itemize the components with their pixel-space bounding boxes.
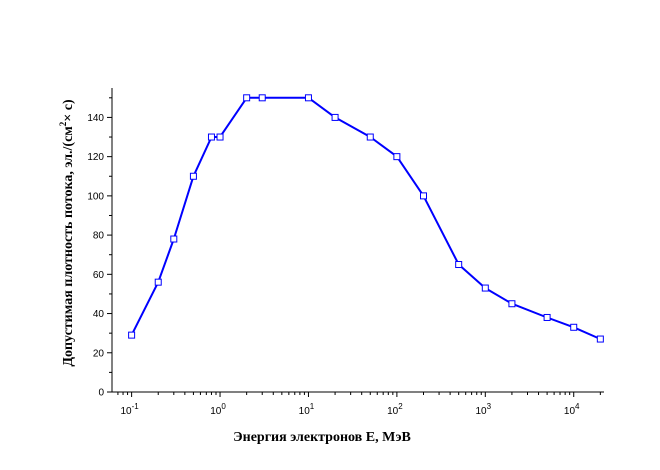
data-point — [481, 284, 489, 292]
data-point — [331, 113, 339, 121]
data-point — [243, 94, 251, 102]
data-point — [455, 261, 463, 269]
y-tick-label: 80 — [93, 231, 105, 242]
x-tick-label: 102 — [387, 402, 403, 417]
data-point — [258, 94, 266, 102]
data-point — [128, 331, 136, 339]
y-axis-title-superscript: 2 — [58, 121, 68, 126]
data-point — [154, 278, 162, 286]
y-tick-label: 120 — [87, 152, 104, 163]
data-point — [596, 335, 604, 343]
data-point — [189, 172, 197, 180]
x-tick-label: 10-1 — [120, 402, 139, 417]
y-tick-label: 40 — [93, 309, 105, 320]
x-tick-label: 104 — [564, 402, 580, 417]
data-point — [508, 300, 516, 308]
data-point — [419, 192, 427, 200]
data-point — [366, 133, 374, 141]
y-axis-ticks: 0 20 40 60 80 100 120 140 — [87, 97, 112, 399]
y-tick-label: 60 — [93, 270, 105, 281]
x-tick-label: 100 — [210, 402, 226, 417]
data-point — [216, 133, 224, 141]
series-line — [130, 96, 601, 340]
data-point — [543, 313, 551, 321]
x-axis-title: Энергия электронов Е, МэВ — [233, 430, 411, 445]
x-tick-label: 103 — [476, 402, 492, 417]
y-axis-title-suffix: × с) — [61, 99, 76, 122]
axes — [111, 88, 604, 393]
y-tick-label: 0 — [98, 388, 104, 399]
y-tick-label: 140 — [87, 113, 104, 124]
data-point — [393, 153, 401, 161]
data-point — [207, 133, 215, 141]
y-tick-label: 20 — [93, 348, 105, 359]
y-axis-title-prefix: Допустимая плотность потока, эл./(см — [61, 126, 76, 367]
y-tick-label: 100 — [87, 191, 104, 202]
data-point — [570, 323, 578, 331]
data-point — [304, 94, 312, 102]
y-axis-title: Допустимая плотность потока, эл./(см2× с… — [58, 99, 76, 367]
x-axis-ticks: 10-1 100 101 102 103 104 — [117, 392, 601, 417]
x-tick-label: 101 — [299, 402, 315, 417]
data-line — [130, 96, 601, 340]
data-point — [170, 235, 178, 243]
series-markers — [128, 94, 604, 343]
